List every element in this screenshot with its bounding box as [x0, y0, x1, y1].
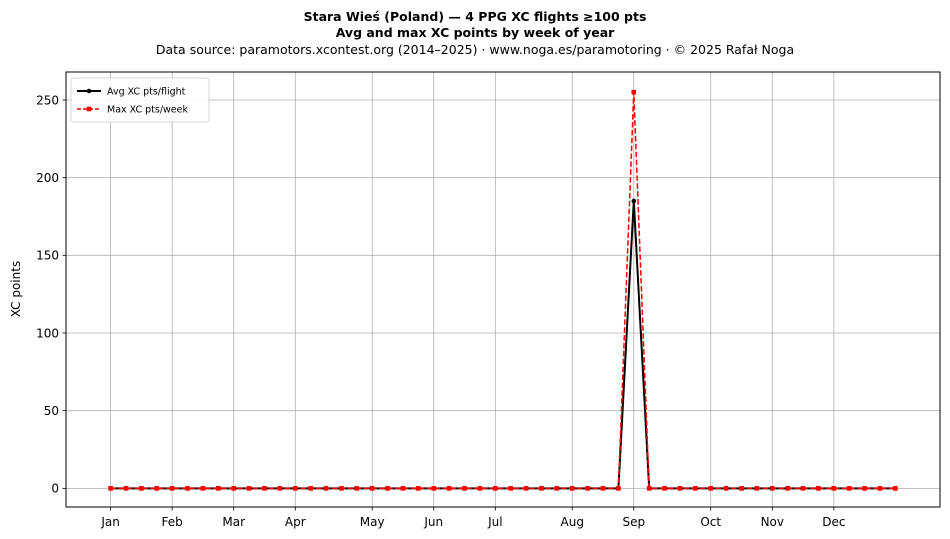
- data-point: [831, 486, 837, 491]
- data-point: [369, 486, 375, 491]
- data-point: [139, 486, 144, 491]
- data-point: [631, 198, 637, 204]
- chart-subtitle: Avg and max XC points by week of year: [335, 25, 615, 40]
- data-point: [400, 486, 406, 491]
- legend-marker: [86, 88, 92, 94]
- data-point: [662, 486, 667, 491]
- data-point: [262, 486, 267, 491]
- y-axis: 0 50 100 150 200 250: [36, 93, 66, 496]
- data-point: [477, 486, 483, 491]
- data-point: [631, 89, 637, 95]
- series-markers-avg-xc-pts-flight: [108, 198, 898, 491]
- data-point: [646, 486, 652, 491]
- data-point: [292, 486, 298, 491]
- data-point: [169, 486, 175, 491]
- data-point: [154, 486, 160, 491]
- data-point: [446, 486, 452, 491]
- legend-label: Avg XC pts/flight: [107, 87, 186, 98]
- data-point: [493, 486, 498, 491]
- legend: Avg XC pts/flight Max XC pts/week: [70, 77, 210, 123]
- data-point: [416, 486, 421, 491]
- data-point: [308, 486, 313, 491]
- data-point: [739, 486, 744, 491]
- x-tick-label-oct: Oct: [700, 515, 721, 529]
- data-point: [754, 486, 760, 491]
- data-point: [569, 486, 575, 491]
- y-tick-label: 200: [36, 171, 59, 185]
- data-point: [508, 486, 513, 491]
- data-point: [108, 486, 113, 491]
- x-axis: Jan Feb Mar Apr May Jun Jul Aug Sep Oct Nov Dec: [100, 507, 845, 529]
- data-point: [816, 486, 821, 491]
- y-tick-label: 0: [51, 482, 59, 496]
- y-tick-label: 100: [36, 326, 59, 340]
- data-point: [708, 486, 714, 491]
- data-point: [431, 486, 437, 491]
- data-point: [123, 486, 129, 491]
- series-line-max-xc-pts-week: [110, 91, 896, 490]
- x-tick-label-mar: Mar: [222, 515, 245, 529]
- x-tick-label-jun: Jun: [423, 515, 443, 529]
- data-point: [554, 486, 560, 491]
- series-markers-max-xc-pts-week: [108, 89, 898, 491]
- chart-titles: Stara Wieś (Poland) — 4 PPG XC flights ≥…: [0, 9, 950, 58]
- y-tick-label: 50: [44, 404, 59, 418]
- data-point: [339, 486, 344, 491]
- data-point: [185, 486, 190, 491]
- plot-frame: [65, 71, 941, 508]
- y-tick-label: 250: [36, 93, 59, 107]
- x-tick-label-aug: Aug: [561, 515, 584, 529]
- legend-label: Max XC pts/week: [107, 105, 188, 116]
- data-point: [246, 486, 252, 491]
- legend-marker: [86, 106, 92, 112]
- data-point: [693, 486, 698, 491]
- x-tick-label-jul: Jul: [487, 515, 502, 529]
- series-line-avg-xc-pts-flight: [110, 199, 896, 490]
- data-point: [846, 486, 852, 491]
- legend-box: [70, 77, 210, 123]
- chart-title: Stara Wieś (Poland) — 4 PPG XC flights ≥…: [303, 9, 647, 24]
- data-point: [723, 486, 729, 491]
- data-point: [800, 486, 806, 491]
- data-point: [877, 486, 883, 491]
- series-layer: [108, 89, 898, 491]
- x-tick-label-jan: Jan: [100, 515, 120, 529]
- x-tick-label-apr: Apr: [285, 515, 306, 529]
- x-tick-label-dec: Dec: [822, 515, 845, 529]
- data-point: [462, 486, 467, 491]
- data-point: [893, 486, 898, 491]
- data-point: [323, 486, 329, 491]
- x-tick-label-sep: Sep: [622, 515, 645, 529]
- data-source-note: Data source: paramotors.xcontest.org (20…: [155, 42, 795, 57]
- data-point: [277, 486, 283, 491]
- data-point: [616, 486, 621, 491]
- data-point: [539, 486, 544, 491]
- grid-lines: [66, 72, 940, 507]
- data-point: [862, 486, 867, 491]
- data-point: [769, 486, 775, 491]
- data-point: [354, 486, 360, 491]
- data-point: [231, 486, 237, 491]
- x-tick-label-may: May: [360, 515, 385, 529]
- data-point: [523, 486, 529, 491]
- y-tick-label: 150: [36, 249, 59, 263]
- x-tick-label-feb: Feb: [162, 515, 183, 529]
- data-point: [600, 486, 606, 491]
- data-point: [216, 486, 221, 491]
- data-point: [677, 486, 683, 491]
- y-axis-label: XC points: [9, 261, 23, 317]
- data-point: [785, 486, 790, 491]
- data-point: [200, 486, 206, 491]
- data-point: [385, 486, 390, 491]
- data-point: [585, 486, 590, 491]
- x-tick-label-nov: Nov: [761, 515, 784, 529]
